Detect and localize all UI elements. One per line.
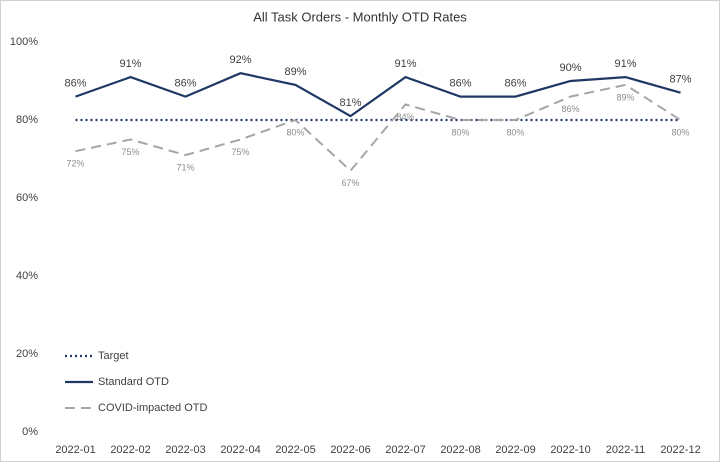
legend-label: COVID-impacted OTD	[98, 402, 207, 414]
x-tick-label: 2022-02	[110, 444, 150, 456]
y-tick-label: 60%	[16, 192, 38, 204]
data-label: 91%	[614, 58, 636, 70]
data-label: 91%	[119, 58, 141, 70]
legend-label: Target	[98, 350, 129, 362]
data-label: 81%	[339, 97, 361, 109]
y-tick-label: 100%	[10, 36, 38, 48]
x-tick-label: 2022-06	[330, 444, 370, 456]
data-label: 89%	[616, 92, 634, 102]
x-tick-label: 2022-03	[165, 444, 205, 456]
y-tick-label: 20%	[16, 348, 38, 360]
data-label: 72%	[66, 159, 84, 169]
data-label: 67%	[341, 178, 359, 188]
data-label: 75%	[231, 147, 249, 157]
legend-label: Standard OTD	[98, 376, 169, 388]
data-label: 80%	[286, 127, 304, 137]
data-label: 92%	[229, 54, 251, 66]
data-label: 89%	[284, 66, 306, 78]
data-label: 86%	[64, 78, 86, 90]
data-label: 90%	[559, 62, 581, 74]
x-tick-label: 2022-12	[660, 444, 700, 456]
data-label: 75%	[121, 147, 139, 157]
x-tick-label: 2022-09	[495, 444, 535, 456]
data-label: 91%	[394, 58, 416, 70]
chart-title: All Task Orders - Monthly OTD Rates	[253, 9, 467, 24]
x-tick-label: 2022-08	[440, 444, 480, 456]
data-label: 80%	[506, 127, 524, 137]
y-tick-label: 0%	[22, 426, 38, 438]
data-label: 86%	[449, 78, 471, 90]
data-label: 86%	[504, 78, 526, 90]
data-label: 86%	[561, 104, 579, 114]
y-tick-label: 40%	[16, 270, 38, 282]
series-line	[75, 83, 682, 173]
data-label: 86%	[174, 78, 196, 90]
data-label: 87%	[669, 74, 691, 86]
x-tick-label: 2022-07	[385, 444, 425, 456]
data-label: 80%	[671, 127, 689, 137]
x-tick-label: 2022-11	[606, 444, 646, 456]
data-label: 80%	[451, 127, 469, 137]
x-tick-label: 2022-04	[220, 444, 260, 456]
x-tick-label: 2022-01	[55, 444, 95, 456]
x-tick-label: 2022-05	[275, 444, 315, 456]
data-label: 84%	[396, 112, 414, 122]
y-tick-label: 80%	[16, 114, 38, 126]
series-line	[75, 72, 681, 118]
x-tick-label: 2022-10	[550, 444, 590, 456]
data-label: 71%	[176, 162, 194, 172]
